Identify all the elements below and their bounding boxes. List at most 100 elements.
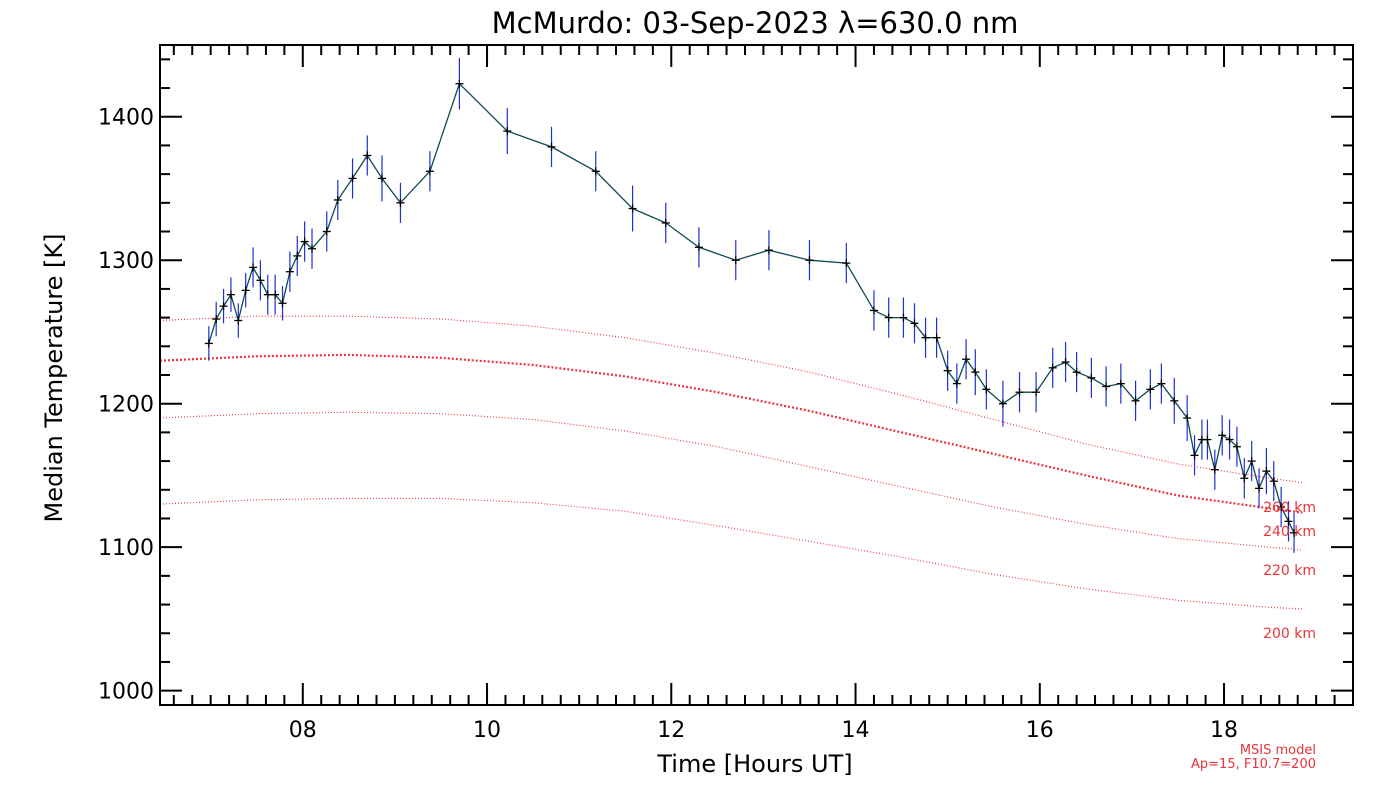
x-tick-label: 18 [1210,718,1238,743]
data-point [547,142,556,151]
curve-label-260km: 260 km [1263,500,1316,516]
data-point [1232,442,1241,451]
temperature-series [204,57,1299,553]
x-tick-label: 12 [657,718,685,743]
model-curve-220km [159,411,1303,551]
data-point [1131,396,1140,405]
temperature-line [208,82,1295,534]
data-point [249,263,258,272]
data-point [1225,435,1234,444]
data-point [396,198,405,207]
x-tick-label: 10 [473,718,501,743]
data-point [962,355,971,364]
data-point [943,366,952,375]
data-point [628,204,637,213]
data-point [731,256,740,265]
data-point [300,237,309,246]
data-point [278,299,287,308]
data-point [1190,451,1199,460]
data-point [1290,528,1299,537]
model-note-line1: MSIS model [1240,743,1316,758]
data-point [1015,388,1024,397]
data-point [1032,388,1041,397]
data-point [764,246,773,255]
data-point [884,313,893,322]
data-point [256,276,265,285]
data-point [1061,358,1070,367]
chart-title: McMurdo: 03-Sep-2023 λ=630.0 nm [492,6,1019,40]
data-point [226,290,235,299]
data-point [241,286,250,295]
data-point [1087,373,1096,382]
data-point [1240,474,1249,483]
data-point [661,218,670,227]
data-point [348,174,357,183]
data-point [694,243,703,252]
data-point [1218,431,1227,440]
data-point [842,259,851,268]
data-point [1102,382,1111,391]
data-point [1284,517,1293,526]
data-point [1048,363,1057,372]
data-point [308,244,317,253]
data-point [1170,396,1179,405]
data-point [219,302,228,311]
data-point [1262,467,1271,476]
data-point [1247,457,1256,466]
data-point [1183,414,1192,423]
data-point [910,319,919,328]
plot-frame [159,44,1354,706]
y-tick-label: 1300 [98,249,154,274]
model-curve-240km [159,353,1303,514]
model-curve-260km [159,315,1303,484]
data-point [234,316,243,325]
data-point [869,306,878,315]
data-point [591,167,600,176]
y-tick-label: 1200 [98,393,154,418]
data-point [263,290,272,299]
x-axis-label: Time [Hours UT] [656,750,852,778]
data-point [1210,465,1219,474]
data-point [271,290,280,299]
x-tick-label: 08 [289,718,317,743]
data-point [363,151,372,160]
y-tick-label: 1100 [98,536,154,561]
data-point [1255,484,1264,493]
y-tick-label: 1400 [98,106,154,131]
data-point [1146,385,1155,394]
data-point [1072,368,1081,377]
data-point [285,267,294,276]
y-tick-label: 1000 [98,680,154,705]
curve-label-220km: 220 km [1263,563,1316,579]
data-point [932,333,941,342]
data-point [921,333,930,342]
data-point [982,385,991,394]
data-point [971,368,980,377]
y-axis-label: Median Temperature [K] [40,233,68,522]
data-point [998,399,1007,408]
data-point [455,79,464,88]
data-point [333,195,342,204]
data-point [805,256,814,265]
data-point [1277,503,1286,511]
data-point [1203,435,1212,444]
data-point [503,127,512,136]
axis-ticks: 08 10 12 14 16 18 1000 1100 1200 1300 1400 [98,45,1354,743]
curve-label-240km: 240 km [1263,524,1316,540]
x-tick-label: 14 [842,718,870,743]
data-point [952,379,961,388]
msis-model-curves [159,315,1303,610]
x-tick-label: 16 [1026,718,1054,743]
data-point [204,339,213,348]
model-note-line2: Ap=15, F10.7=200 [1191,757,1316,772]
data-point [425,167,434,176]
data-point [899,313,908,322]
data-point [322,227,331,236]
data-point [1116,379,1125,388]
data-point [1269,477,1278,486]
curve-label-200km: 200 km [1263,626,1316,642]
data-point [212,315,221,324]
model-curve-200km [159,497,1303,610]
data-point [1157,379,1166,388]
